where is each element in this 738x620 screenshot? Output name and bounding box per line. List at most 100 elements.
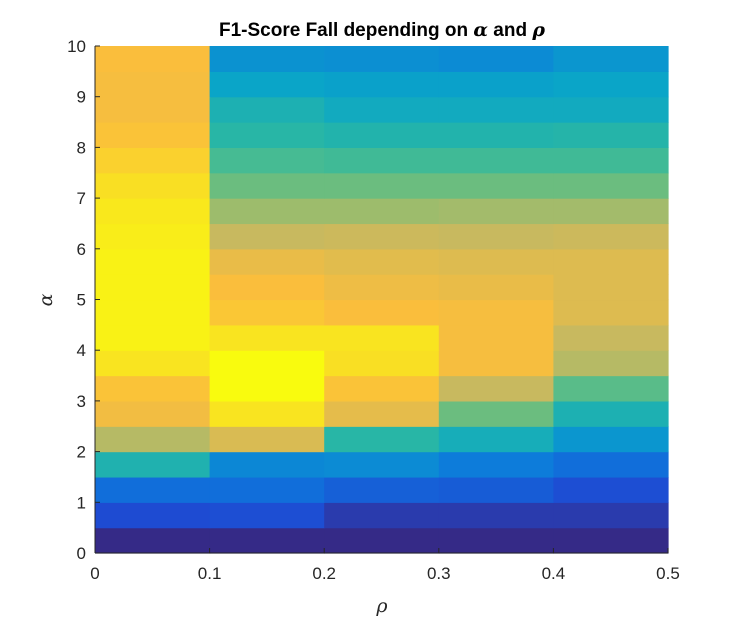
heatmap-cell [553,476,669,503]
heatmap-cell [324,350,440,377]
heatmap-cell [95,476,211,503]
x-tick-label: 0.3 [427,564,451,583]
heatmap-cell [95,147,211,174]
y-axis-label: α [35,293,57,306]
heatmap-cell [553,172,669,199]
heatmap-cell [438,248,554,275]
heatmap-cell [438,502,554,529]
heatmap-cell [438,223,554,250]
heatmap-cell [209,476,325,503]
heatmap-cell [209,299,325,326]
heatmap-cell [324,96,440,123]
heatmap-cell [209,350,325,377]
heatmap-cell [95,502,211,529]
y-tick-label: 1 [77,493,86,512]
heatmap-cell [95,274,211,301]
heatmap-cell [324,223,440,250]
heatmap-cell [209,96,325,123]
heatmap-cell [438,426,554,453]
x-tick-label: 0 [90,564,99,583]
heatmap-cell [324,426,440,453]
heatmap-cell [95,248,211,275]
heatmap-cell [209,375,325,402]
heatmap-cell [438,71,554,98]
heatmap-cell [95,71,211,98]
heatmap-cell [553,96,669,123]
heatmap-cell [95,172,211,199]
heatmap-cell [209,527,325,554]
heatmap-cell [95,400,211,427]
y-tick-label: 3 [77,392,86,411]
heatmap-cell [553,527,669,554]
heatmap-cell [95,375,211,402]
heatmap-cell [553,198,669,225]
chart-title-and: and [488,20,532,41]
heatmap-cell [553,223,669,250]
heatmap-cell [95,324,211,351]
heatmap-cell [438,96,554,123]
chart-title-rho: ρ [531,19,545,41]
heatmap-cell [324,476,440,503]
y-tick-label: 0 [77,544,86,563]
heatmap-cell [553,400,669,427]
y-tick-label: 10 [67,37,86,56]
heatmap-cell [438,527,554,554]
heatmap-cell [324,122,440,148]
heatmap-cell [209,122,325,148]
heatmap-cell [324,299,440,326]
heatmap-cell [209,71,325,98]
y-tick-label: 2 [77,443,86,462]
heatmap-cell [553,122,669,148]
heatmap-cell [553,71,669,98]
heatmap-cell [95,122,211,148]
heatmap-cell [324,375,440,402]
heatmap-cell [324,198,440,225]
y-tick-label: 4 [77,341,86,360]
heatmap-cell [553,248,669,275]
heatmap-cell [553,324,669,351]
heatmap-cell [324,502,440,529]
x-tick-label: 0.1 [198,564,222,583]
heatmap-cell [209,198,325,225]
heatmap-cell [95,350,211,377]
heatmap-cell [324,400,440,427]
heatmap-cell [553,46,669,72]
x-axis-label: ρ [375,595,388,617]
x-tick-label: 0.4 [542,564,566,583]
chart-axes: 0 0.1 0.2 0.3 0.4 0.5 0 1 2 3 4 5 6 7 8 9 10 [67,37,680,583]
heatmap-cell [324,527,440,554]
heatmap-cell [209,248,325,275]
heatmap-cell [553,350,669,377]
heatmap-cell [95,46,211,72]
heatmap-cell [95,223,211,250]
heatmap-cell [95,426,211,453]
chart-title-prefix: F1-Score Fall depending on [219,20,473,41]
heatmap-cell [438,451,554,478]
x-tick-label: 0.2 [312,564,336,583]
heatmap-cell [553,502,669,529]
heatmap-cell [438,299,554,326]
heatmap-cell [553,299,669,326]
chart-title: F1-Score Fall depending on α and ρ [219,19,545,41]
heatmap-cell [324,248,440,275]
heatmap-cell [209,451,325,478]
heatmap-cell [95,96,211,123]
heatmap-cell [553,375,669,402]
heatmap-cell [324,46,440,72]
heatmap-cell [438,122,554,148]
y-tick-label: 9 [77,88,86,107]
heatmap-cell [438,375,554,402]
heatmap-cell [95,299,211,326]
heatmap-cell [209,502,325,529]
heatmap-cell [209,324,325,351]
heatmap-cell [438,324,554,351]
heatmap-cell [95,527,211,554]
heatmap-cell [438,46,554,72]
heatmap-cell [438,400,554,427]
chart-title-alpha: α [473,19,488,41]
heatmap-cell [438,350,554,377]
heatmap-cell [324,324,440,351]
heatmap-cell [438,147,554,174]
heatmap-cell [209,274,325,301]
